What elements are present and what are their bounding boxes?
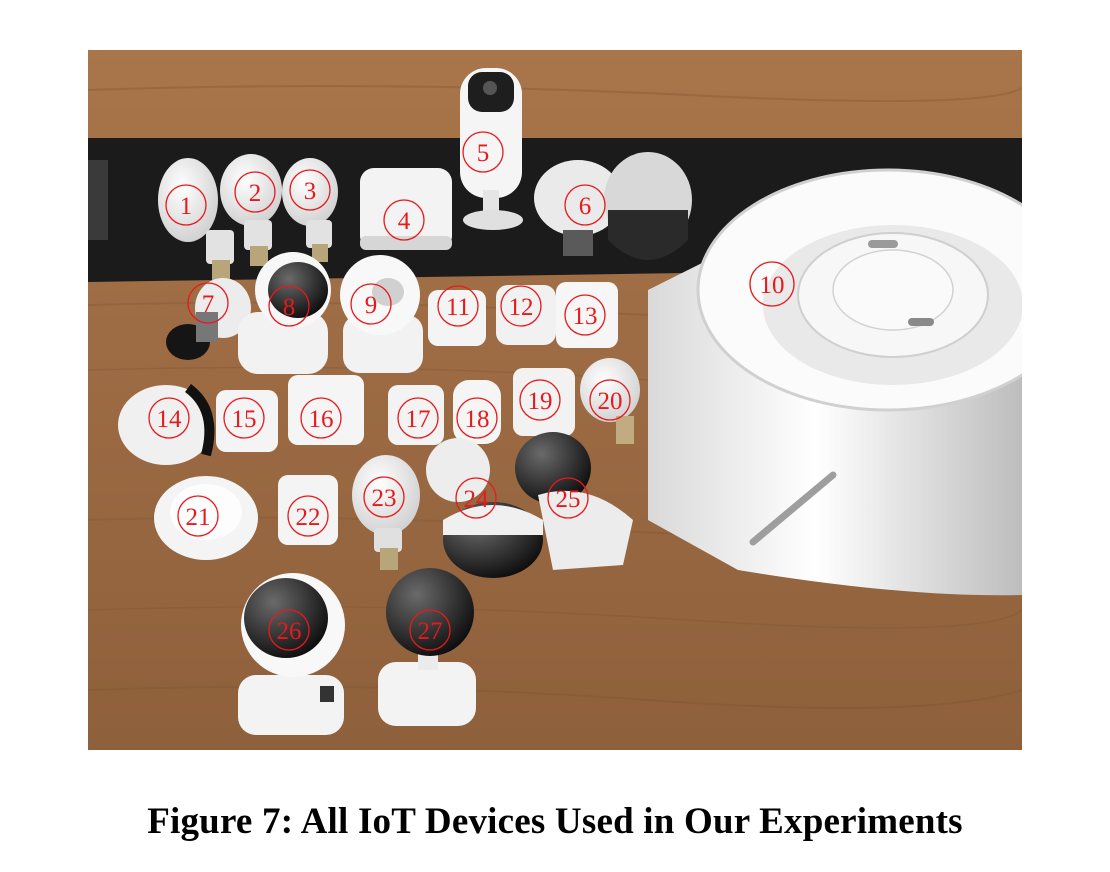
svg-text:24: 24 — [464, 486, 490, 513]
svg-text:14: 14 — [157, 406, 183, 433]
svg-text:7: 7 — [202, 291, 215, 318]
device-label-2: 2 — [234, 171, 276, 213]
smart-plug-19 — [513, 368, 575, 436]
device-label-9: 9 — [350, 283, 392, 325]
smart-hub-4 — [360, 168, 452, 250]
smart-plug-13 — [556, 282, 618, 348]
device-label-10: 10 — [749, 261, 795, 307]
dome-camera-25 — [515, 432, 633, 570]
device-label-6: 6 — [564, 184, 606, 226]
device-label-17: 17 — [397, 397, 439, 439]
svg-text:10: 10 — [760, 272, 785, 299]
device-label-14: 14 — [148, 397, 190, 439]
svg-text:26: 26 — [277, 618, 302, 645]
dome-camera-6 — [534, 152, 692, 260]
smart-sensor-14 — [118, 383, 215, 465]
device-label-20: 20 — [589, 379, 631, 421]
svg-text:8: 8 — [283, 294, 296, 321]
device-label-3: 3 — [289, 169, 331, 211]
device-labels: 1 2 3 4 5 6 7 8 9 10 11 12 13 14 15 16 1… — [148, 131, 795, 651]
svg-text:12: 12 — [509, 294, 534, 321]
device-label-23: 23 — [363, 476, 405, 518]
svg-text:17: 17 — [406, 406, 431, 433]
iot-devices-photo: 1 2 3 4 5 6 7 8 9 10 11 12 13 14 15 16 1… — [88, 50, 1022, 750]
svg-text:6: 6 — [579, 193, 592, 220]
svg-text:15: 15 — [232, 406, 257, 433]
device-label-15: 15 — [223, 397, 265, 439]
device-label-12: 12 — [500, 285, 542, 327]
pan-tilt-camera-26 — [238, 573, 345, 735]
smart-switch-22 — [278, 475, 338, 545]
smart-plug-16 — [288, 375, 364, 445]
smart-bulb-23 — [352, 455, 420, 570]
device-label-11: 11 — [437, 285, 479, 327]
device-label-25: 25 — [547, 477, 589, 519]
mat-slot — [88, 160, 108, 240]
device-label-22: 22 — [287, 495, 329, 537]
smart-plug-15 — [216, 390, 278, 452]
svg-text:11: 11 — [446, 294, 470, 321]
svg-text:4: 4 — [398, 208, 411, 235]
device-label-16: 16 — [300, 397, 342, 439]
svg-text:16: 16 — [309, 406, 334, 433]
pan-tilt-camera-8 — [238, 252, 331, 374]
svg-text:18: 18 — [465, 406, 490, 433]
device-label-7: 7 — [187, 282, 229, 324]
smart-plug-11 — [428, 290, 486, 346]
device-label-1: 1 — [165, 184, 207, 226]
svg-text:27: 27 — [418, 618, 443, 645]
svg-text:3: 3 — [304, 178, 317, 205]
device-label-8: 8 — [268, 285, 310, 327]
figure-caption: Figure 7: All IoT Devices Used in Our Ex… — [147, 801, 963, 842]
smart-bulb-20 — [580, 358, 640, 444]
device-label-19: 19 — [519, 379, 561, 421]
svg-text:2: 2 — [249, 180, 262, 207]
device-label-18: 18 — [456, 397, 498, 439]
device-label-5: 5 — [462, 131, 504, 173]
svg-text:19: 19 — [528, 388, 553, 415]
svg-text:5: 5 — [477, 140, 490, 167]
device-label-13: 13 — [564, 294, 606, 336]
dome-camera-24 — [426, 438, 543, 578]
svg-text:25: 25 — [556, 486, 581, 513]
smart-plug-18 — [453, 380, 501, 444]
pan-tilt-camera-27 — [378, 568, 476, 726]
smart-plug-12 — [496, 285, 556, 345]
svg-text:1: 1 — [180, 193, 193, 220]
device-label-21: 21 — [177, 495, 219, 537]
svg-text:9: 9 — [365, 292, 378, 319]
svg-text:23: 23 — [372, 485, 397, 512]
device-label-4: 4 — [383, 199, 425, 241]
svg-text:21: 21 — [186, 504, 211, 531]
device-label-27: 27 — [409, 609, 451, 651]
device-label-24: 24 — [455, 477, 497, 519]
device-label-26: 26 — [268, 609, 310, 651]
svg-text:13: 13 — [573, 303, 598, 330]
svg-text:20: 20 — [598, 388, 623, 415]
camera-9 — [340, 255, 423, 373]
humidifier-10 — [648, 168, 1022, 596]
svg-text:22: 22 — [296, 504, 321, 531]
